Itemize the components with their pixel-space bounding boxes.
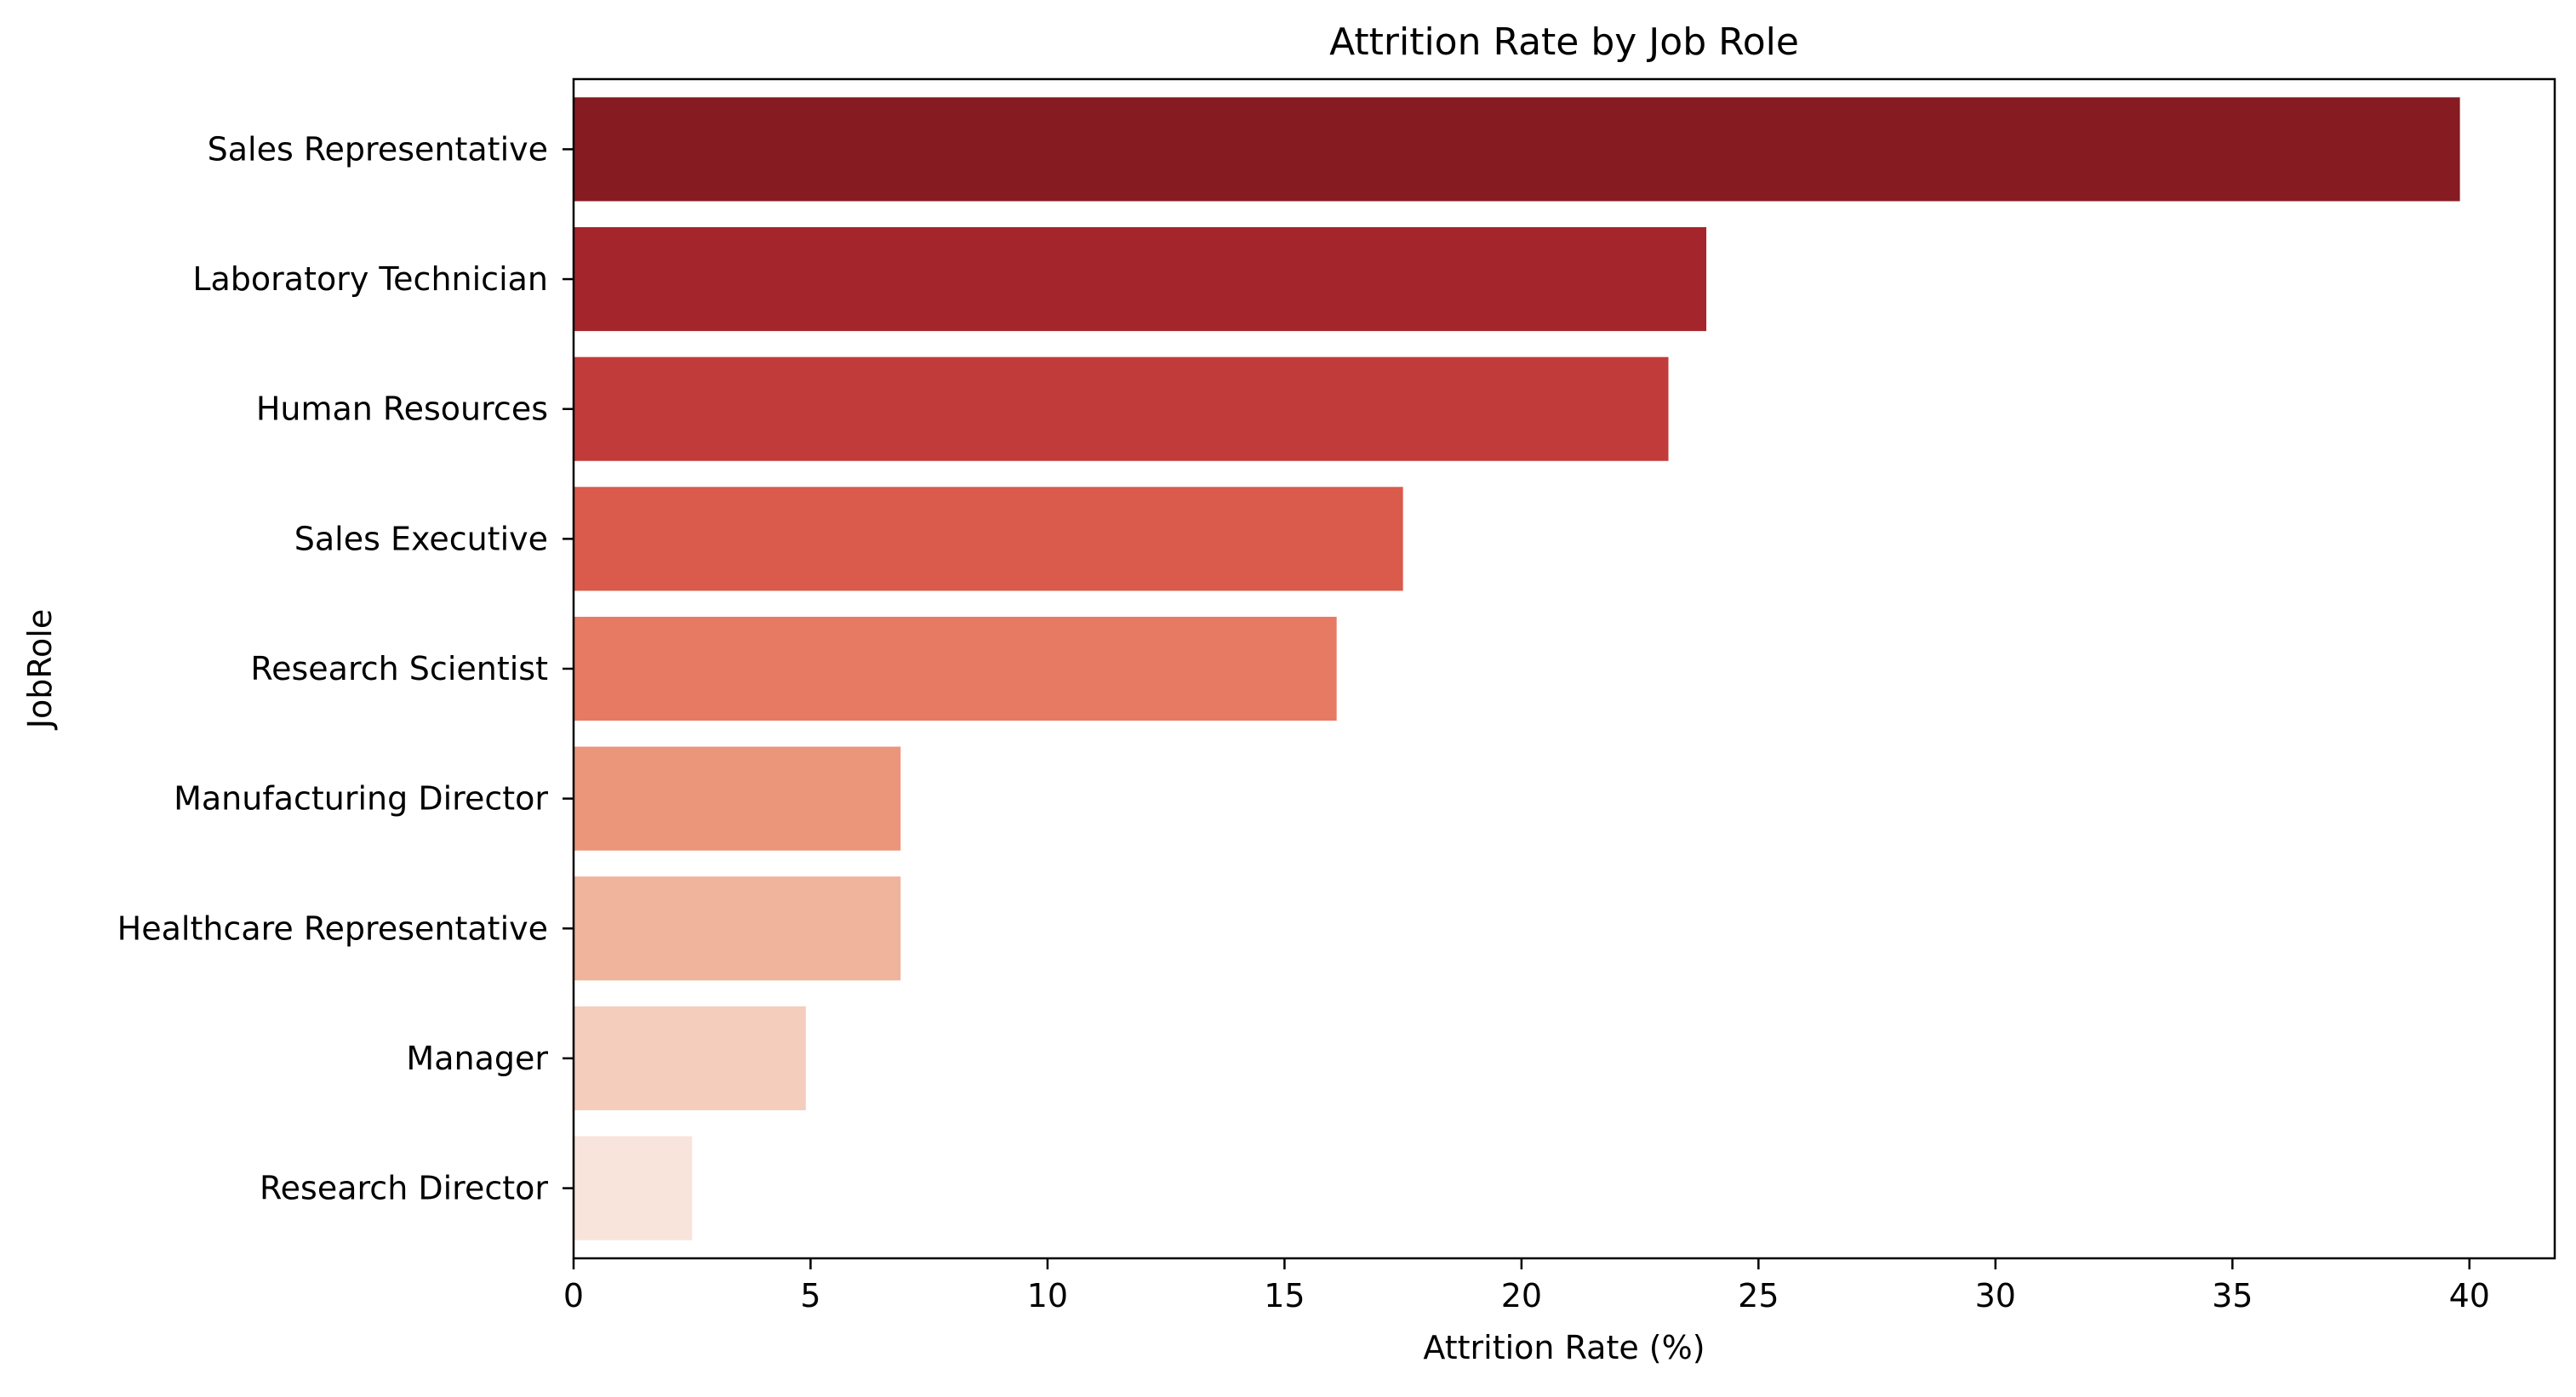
x-tick-label-7: 35	[2212, 1277, 2253, 1314]
x-tick-label-8: 40	[2449, 1277, 2490, 1314]
x-tick-label-5: 25	[1738, 1277, 1779, 1314]
y-tick-label-6: Healthcare Representative	[117, 909, 548, 947]
bar-8	[574, 1136, 693, 1240]
y-axis-label: JobRole	[21, 609, 59, 730]
x-tick-label-4: 20	[1501, 1277, 1542, 1314]
x-axis-label: Attrition Rate (%)	[1423, 1329, 1705, 1366]
y-tick-label-0: Sales Representative	[208, 130, 548, 168]
bars-layer	[574, 97, 2460, 1240]
bar-7	[574, 1006, 806, 1110]
chart-title: Attrition Rate by Job Role	[1329, 20, 1799, 64]
y-axis-ticks: Sales Representative Laboratory Technicia…	[117, 130, 574, 1207]
bar-3	[574, 487, 1403, 591]
y-tick-label-1: Laboratory Technician	[192, 260, 548, 298]
y-tick-label-2: Human Resources	[256, 391, 548, 428]
bar-5	[574, 746, 901, 851]
x-axis-ticks: 0 5 10 15 20 25 30 35 40	[563, 1258, 2490, 1314]
y-tick-label-5: Manufacturing Director	[174, 780, 548, 818]
bar-0	[574, 97, 2460, 202]
bar-6	[574, 876, 901, 981]
x-tick-label-1: 5	[800, 1277, 820, 1314]
plot-frame	[572, 77, 2556, 1260]
x-tick-label-2: 10	[1027, 1277, 1068, 1314]
y-tick-label-8: Research Director	[260, 1170, 548, 1207]
y-tick-label-7: Manager	[406, 1040, 548, 1077]
x-tick-label-0: 0	[563, 1277, 584, 1314]
y-tick-label-4: Research Scientist	[250, 650, 548, 687]
bar-1	[574, 227, 1707, 332]
bar-2	[574, 356, 1669, 461]
x-tick-label-3: 15	[1264, 1277, 1305, 1314]
y-tick-label-3: Sales Executive	[294, 520, 548, 557]
x-tick-label-6: 30	[1975, 1277, 2016, 1314]
bar-4	[574, 616, 1337, 721]
